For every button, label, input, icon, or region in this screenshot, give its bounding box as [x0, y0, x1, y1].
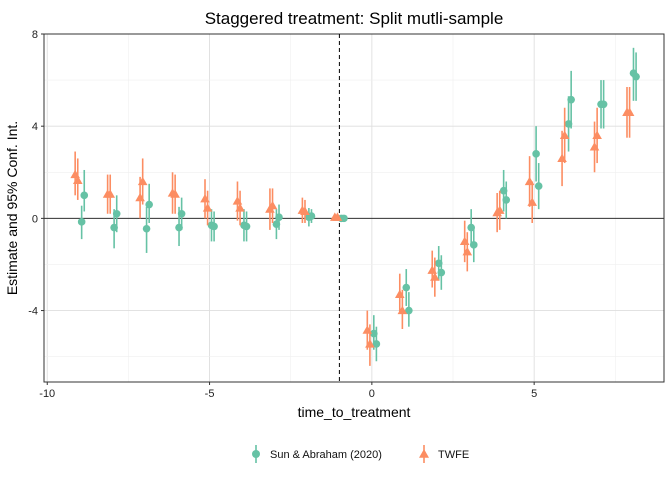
data-point — [267, 200, 278, 210]
data-point — [112, 209, 121, 218]
legend-item: Sun & Abraham (2020) — [252, 445, 382, 463]
x-tick-label: -5 — [205, 388, 215, 400]
data-point — [137, 176, 148, 186]
data-point — [405, 306, 413, 315]
data-point — [202, 203, 213, 212]
data-point — [532, 150, 540, 158]
data-point — [397, 305, 408, 315]
legend-label: Sun & Abraham (2020) — [270, 449, 382, 461]
data-point — [80, 191, 89, 200]
data-point — [77, 218, 86, 226]
data-point — [567, 95, 575, 104]
data-point — [340, 214, 348, 223]
data-point — [170, 189, 180, 198]
y-axis-title: Estimate and 95% Conf. Int. — [4, 121, 20, 295]
data-point — [527, 197, 538, 206]
y-tick-label: 0 — [32, 213, 38, 225]
data-point — [372, 340, 381, 348]
data-point — [430, 272, 440, 281]
legend-key-triangle-icon — [419, 449, 429, 458]
data-point — [177, 209, 186, 218]
data-point — [599, 100, 608, 109]
data-point — [462, 246, 473, 256]
x-tick-label: 0 — [369, 388, 375, 400]
legend-label: TWFE — [438, 449, 469, 461]
plot-panel-border — [43, 33, 665, 383]
data-point — [559, 130, 570, 140]
data-point — [469, 241, 478, 249]
data-point — [275, 213, 283, 222]
data-point — [72, 175, 83, 184]
series-twfe — [70, 87, 635, 366]
data-point — [402, 283, 411, 292]
x-axis-title: time_to_treatment — [298, 404, 411, 420]
x-tick-label: 5 — [531, 388, 537, 400]
data-point — [502, 196, 511, 204]
data-point — [307, 212, 316, 220]
data-point — [242, 222, 251, 231]
data-point — [632, 72, 640, 81]
data-point — [592, 130, 602, 140]
y-tick-label: -4 — [28, 306, 38, 318]
axis-ticks: -10 -5 0 5 -4 0 4 8 — [28, 29, 537, 400]
data-point — [494, 205, 505, 214]
legend-item: TWFE — [419, 445, 469, 463]
data-point — [624, 107, 635, 116]
data-point — [105, 189, 116, 198]
legend-key-circle-icon — [252, 450, 260, 458]
y-tick-label: 8 — [32, 29, 38, 41]
data-point — [365, 339, 375, 348]
data-point — [332, 212, 343, 221]
x-tick-label: -10 — [39, 388, 55, 400]
data-point — [534, 182, 543, 190]
legend: Sun & Abraham (2020) TWFE — [252, 445, 469, 463]
series-sun-abraham — [77, 47, 640, 362]
y-tick-label: 4 — [32, 121, 38, 133]
data-point — [142, 224, 151, 233]
chart-title: Staggered treatment: Split mutli-sample — [205, 9, 504, 28]
data-marks — [70, 47, 640, 366]
data-point — [145, 200, 153, 209]
data-point — [300, 206, 310, 216]
data-point — [235, 203, 245, 212]
data-point — [210, 222, 218, 231]
data-point — [437, 268, 446, 277]
